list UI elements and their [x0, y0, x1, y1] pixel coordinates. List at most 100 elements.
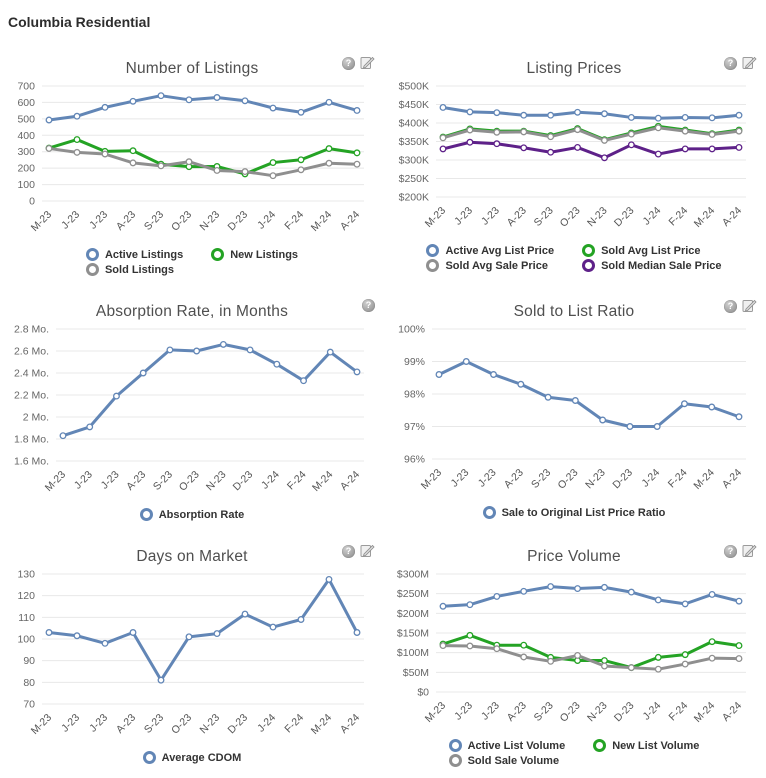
help-icon[interactable] [342, 544, 355, 558]
data-point[interactable] [101, 150, 109, 158]
data-point[interactable] [241, 610, 249, 618]
data-point[interactable] [353, 107, 361, 114]
data-point[interactable] [185, 96, 193, 104]
data-point[interactable] [439, 104, 447, 111]
data-point[interactable] [708, 591, 716, 598]
data-point[interactable] [129, 97, 137, 105]
data-point[interactable] [681, 127, 689, 135]
data-point[interactable] [462, 358, 470, 365]
legend-item[interactable]: Absorption Rate [139, 508, 244, 521]
data-point[interactable] [601, 110, 608, 118]
data-point[interactable] [544, 393, 552, 401]
legend-item[interactable]: Active List Volume [448, 739, 565, 752]
data-point[interactable] [653, 423, 661, 430]
data-point[interactable] [466, 126, 474, 134]
legend-item[interactable]: Active Avg List Price [426, 244, 554, 257]
edit-chart-icon[interactable] [360, 544, 375, 558]
data-point[interactable] [708, 145, 716, 153]
data-point[interactable] [101, 103, 109, 111]
data-point[interactable] [735, 642, 743, 650]
legend-item[interactable]: New Listings [211, 248, 298, 261]
data-point[interactable] [574, 585, 581, 593]
legend-item[interactable]: New List Volume [593, 739, 699, 752]
help-icon[interactable] [724, 299, 737, 313]
data-point[interactable] [627, 114, 635, 121]
data-point[interactable] [681, 114, 689, 121]
data-point[interactable] [627, 130, 635, 138]
data-point[interactable] [601, 154, 608, 162]
data-point[interactable] [246, 346, 254, 354]
data-point[interactable] [241, 168, 249, 176]
data-point[interactable] [601, 583, 608, 591]
data-point[interactable] [157, 92, 165, 100]
data-point[interactable] [466, 138, 474, 146]
data-point[interactable] [59, 432, 67, 440]
chart-canvas[interactable]: 2.8 Mo. 2.6 Mo. 2.4 Mo. 2.2 Mo. 2 Mo. 1.8 Mo.… [6, 323, 378, 507]
data-point[interactable] [193, 347, 201, 355]
data-point[interactable] [113, 392, 120, 400]
data-point[interactable] [185, 633, 193, 641]
data-point[interactable] [547, 583, 555, 591]
data-point[interactable] [599, 416, 607, 424]
data-point[interactable] [654, 653, 662, 661]
data-point[interactable] [681, 651, 689, 659]
data-point[interactable] [213, 630, 221, 638]
data-point[interactable] [627, 141, 635, 149]
data-point[interactable] [520, 111, 528, 119]
data-point[interactable] [353, 368, 361, 376]
data-point[interactable] [353, 149, 361, 157]
data-point[interactable] [574, 651, 581, 659]
data-point[interactable] [466, 108, 474, 116]
data-point[interactable] [493, 140, 501, 148]
data-point[interactable] [735, 655, 743, 663]
data-point[interactable] [213, 94, 221, 101]
data-point[interactable] [269, 623, 277, 631]
chart-canvas[interactable]: $300M$250M$200M$150M$100M$50M$0M-23 J-23 J… [388, 568, 760, 738]
data-point[interactable] [490, 371, 497, 378]
data-point[interactable] [45, 144, 53, 152]
data-point[interactable] [708, 131, 716, 138]
data-point[interactable] [45, 116, 53, 124]
data-point[interactable] [269, 104, 277, 112]
data-point[interactable] [654, 665, 662, 673]
data-point[interactable] [681, 145, 689, 153]
data-point[interactable] [601, 662, 608, 670]
data-point[interactable] [574, 126, 581, 134]
data-point[interactable] [654, 150, 662, 158]
data-point[interactable] [101, 639, 109, 647]
data-point[interactable] [157, 162, 165, 170]
data-point[interactable] [571, 397, 579, 404]
data-point[interactable] [185, 158, 193, 166]
edit-chart-icon[interactable] [742, 56, 757, 70]
data-point[interactable] [654, 596, 662, 604]
data-point[interactable] [517, 380, 525, 388]
data-point[interactable] [735, 143, 743, 151]
data-point[interactable] [493, 109, 501, 117]
data-point[interactable] [735, 111, 743, 119]
data-point[interactable] [654, 124, 662, 132]
data-point[interactable] [627, 588, 635, 596]
chart-canvas[interactable]: 100%99%98%97%96%M-23 J-23 J-23 A-23 S-23 O-23… [388, 323, 760, 505]
data-point[interactable] [626, 423, 634, 430]
data-point[interactable] [681, 660, 689, 668]
data-point[interactable] [297, 616, 305, 623]
data-point[interactable] [439, 602, 447, 610]
data-point[interactable] [627, 664, 635, 672]
data-point[interactable] [86, 423, 94, 431]
data-point[interactable] [547, 133, 555, 141]
legend-item[interactable]: Sold Median Sale Price [582, 259, 722, 272]
help-icon[interactable] [362, 299, 375, 312]
edit-chart-icon[interactable] [742, 299, 757, 313]
data-point[interactable] [325, 98, 333, 106]
data-point[interactable] [708, 114, 716, 122]
data-point[interactable] [466, 642, 474, 650]
data-point[interactable] [547, 148, 555, 156]
legend-item[interactable]: Sale to Original List Price Ratio [482, 506, 665, 519]
data-point[interactable] [735, 127, 743, 135]
legend-item[interactable]: Sold Avg Sale Price [426, 259, 554, 272]
data-point[interactable] [73, 136, 81, 144]
data-point[interactable] [297, 166, 305, 174]
data-point[interactable] [269, 172, 277, 180]
